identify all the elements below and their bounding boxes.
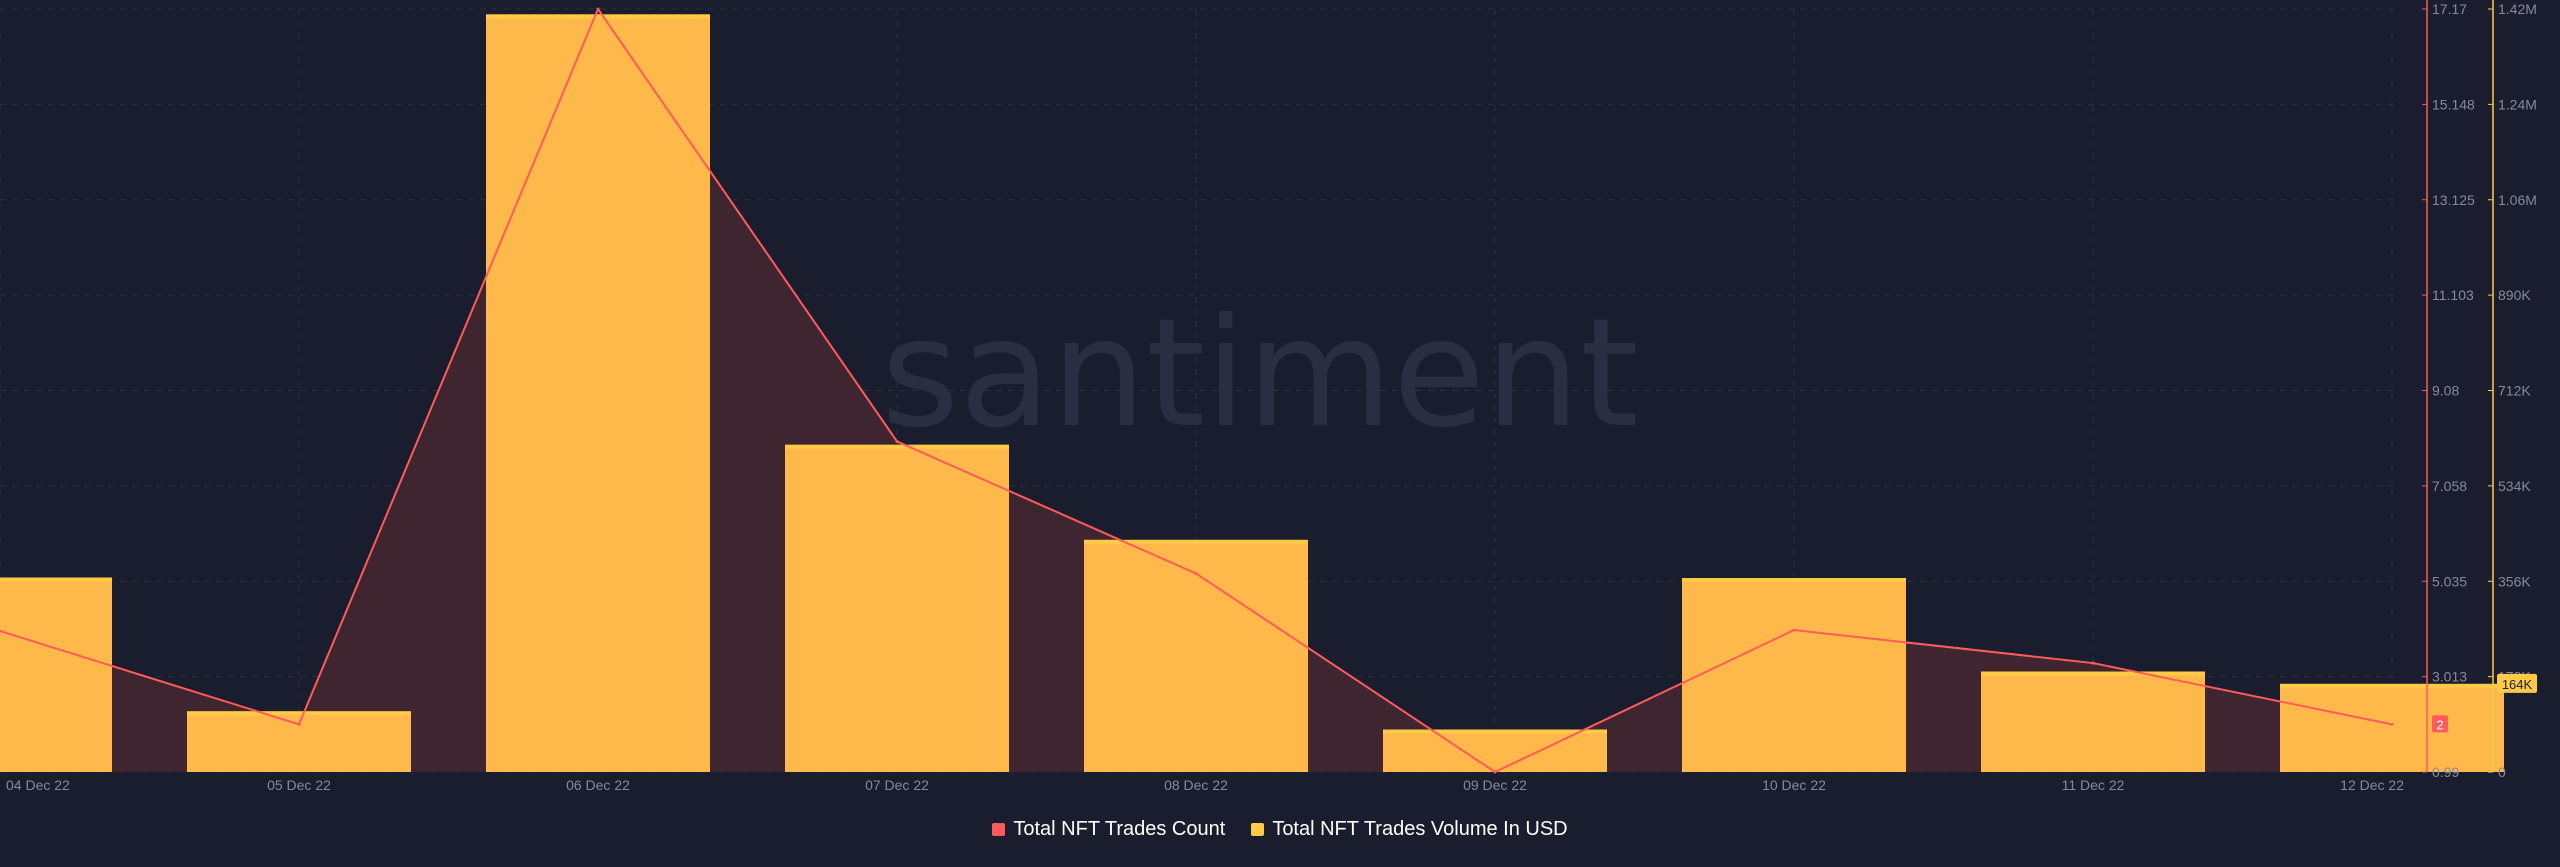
volume-bar[interactable] — [2280, 683, 2504, 772]
volume-axis-label: 356K — [2498, 573, 2531, 589]
legend-item-count[interactable]: Total NFT Trades Count — [992, 818, 1225, 841]
volume-axis-label: 0 — [2498, 764, 2506, 780]
volume-bar[interactable] — [1682, 578, 1906, 772]
legend-swatch-count — [992, 823, 1006, 836]
count-axis-label: 13.125 — [2432, 192, 2475, 208]
count-point[interactable] — [1493, 770, 1497, 774]
watermark: santiment — [881, 287, 1639, 461]
legend: Total NFT Trades Count Total NFT Trades … — [0, 818, 2560, 841]
volume-bar-cap — [1383, 729, 1607, 734]
x-axis-tick-label: 04 Dec 22 — [6, 777, 70, 793]
volume-bar[interactable] — [785, 444, 1009, 772]
count-line-segment — [1793, 629, 2094, 665]
volume-bar[interactable] — [1383, 729, 1607, 772]
volume-axis-label: 712K — [2498, 383, 2531, 399]
x-axis-tick-label: 11 Dec 22 — [2062, 777, 2125, 793]
volume-axis-label: 1.06M — [2498, 192, 2537, 208]
count-last-value-text: 2 — [2436, 717, 2443, 732]
count-line-segment — [597, 8, 898, 442]
count-axis-label: 9.08 — [2432, 383, 2459, 399]
volume-bar-cap — [187, 711, 411, 716]
legend-label-count: Total NFT Trades Count — [1013, 818, 1226, 840]
legend-item-volume[interactable]: Total NFT Trades Volume In USD — [1251, 818, 1568, 841]
volume-bar-cap — [2280, 683, 2504, 688]
volume-bar-cap — [1084, 539, 1308, 544]
volume-bar[interactable] — [0, 577, 112, 772]
x-axis-tick-label: 10 Dec 22 — [1762, 777, 1826, 793]
count-line-segment — [1494, 629, 1795, 773]
x-axis-ticks: 04 Dec 22 05 Dec 22 06 Dec 22 07 Dec 22 08 D… — [6, 777, 2404, 793]
x-axis-tick-label: 08 Dec 22 — [1164, 777, 1228, 793]
axes: 17.17 15.148 13.125 11.103 9.08 7.058 5.035 3.0… — [2422, 0, 2537, 780]
x-axis-tick-label: 09 Dec 22 — [1463, 777, 1527, 793]
count-axis-label: 5.035 — [2432, 573, 2467, 589]
volume-bar-cap — [0, 577, 112, 582]
volume-bars — [0, 14, 2504, 773]
volume-bar-cap — [785, 444, 1009, 449]
x-axis-tick-label: 12 Dec 22 — [2340, 777, 2404, 793]
volume-bar-cap — [1682, 578, 1906, 583]
volume-bar-cap — [486, 14, 710, 19]
count-point[interactable] — [2390, 722, 2394, 726]
x-axis-tick-label: 05 Dec 22 — [267, 777, 331, 793]
count-line — [0, 7, 2394, 774]
count-line-segment — [1195, 572, 1496, 773]
count-axis-label: 7.058 — [2432, 478, 2467, 494]
count-axis-label: 11.103 — [2432, 287, 2474, 303]
volume-bar[interactable] — [1981, 671, 2205, 772]
volume-bar-cap — [1981, 671, 2205, 676]
count-point[interactable] — [2091, 661, 2095, 665]
legend-label-volume: Total NFT Trades Volume In USD — [1272, 818, 1568, 840]
count-axis-label: 15.148 — [2432, 96, 2475, 112]
volume-last-value-badge — [2497, 673, 2537, 693]
volume-axis-label: 1.42M — [2498, 1, 2537, 17]
count-axis-label: 0.99 — [2432, 764, 2459, 780]
volume-axis-label: 1.24M — [2498, 96, 2537, 112]
x-axis-tick-label: 06 Dec 22 — [566, 777, 630, 793]
count-axis-label: 17.17 — [2432, 1, 2467, 17]
volume-bar[interactable] — [1084, 539, 1308, 772]
count-point[interactable] — [895, 439, 899, 443]
volume-bar[interactable] — [486, 14, 710, 773]
count-line-segment — [896, 440, 1197, 575]
count-line-segment — [2092, 662, 2393, 726]
legend-swatch-volume — [1251, 823, 1265, 836]
count-point[interactable] — [297, 722, 301, 726]
volume-bar[interactable] — [187, 711, 411, 772]
volume-axis-label: 890K — [2498, 287, 2531, 303]
x-axis-tick-label: 07 Dec 22 — [865, 777, 929, 793]
count-line-segment — [0, 630, 300, 726]
count-point[interactable] — [0, 629, 2, 633]
count-last-value-badge — [2432, 715, 2448, 733]
count-line-segment — [298, 8, 599, 725]
count-point[interactable] — [596, 7, 600, 11]
count-axis-label: 3.013 — [2432, 669, 2467, 685]
count-point[interactable] — [1792, 628, 1796, 632]
volume-last-value-text: 164K — [2502, 677, 2533, 692]
volume-axis-label: 534K — [2498, 478, 2531, 494]
count-point[interactable] — [1194, 571, 1198, 575]
